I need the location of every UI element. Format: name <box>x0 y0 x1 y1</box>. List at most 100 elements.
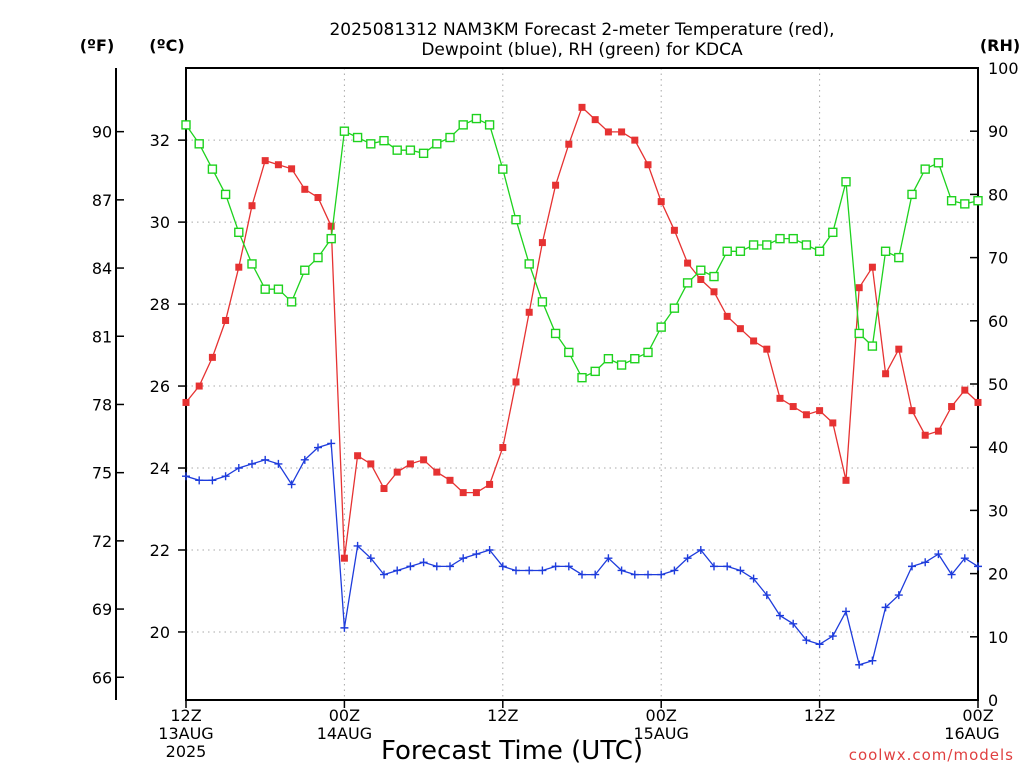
rh-tick-label: 30 <box>988 501 1008 520</box>
dewpoint-point <box>868 656 877 665</box>
grid-lines <box>186 68 978 700</box>
rh-point <box>300 265 310 275</box>
rh-point <box>432 139 442 149</box>
fahrenheit-tick-label: 84 <box>92 259 112 278</box>
temperature-point <box>565 140 573 148</box>
rh-point <box>352 132 363 143</box>
temperature-point <box>934 427 942 435</box>
rh-point <box>418 148 429 159</box>
rh-point <box>616 360 627 370</box>
temperature-point <box>723 312 731 320</box>
dewpoint-point <box>300 455 309 464</box>
celsius-tick-label: 24 <box>150 459 170 478</box>
temperature-point <box>631 136 639 144</box>
rh-point <box>286 297 297 307</box>
dewpoint-point <box>591 570 600 579</box>
time-tick-label: 00Z <box>646 706 677 725</box>
dewpoint-point <box>261 455 270 464</box>
dewpoint-point <box>380 570 388 579</box>
dewpoint-point <box>921 558 930 567</box>
rh-tick-label: 0 <box>988 691 998 710</box>
temperature-point <box>235 263 243 271</box>
dewpoint-point <box>248 459 256 468</box>
dewpoint-point <box>340 623 349 632</box>
rh-point <box>339 126 350 136</box>
dewpoint-point <box>195 476 204 485</box>
rh-point <box>709 271 719 282</box>
temperature-point <box>406 460 414 468</box>
dewpoint-point <box>762 591 771 600</box>
dewpoint-point <box>208 476 217 485</box>
rh-tick-label: 80 <box>988 185 1008 204</box>
rh-tick-label: 20 <box>988 565 1008 584</box>
dewpoint-series <box>182 439 982 669</box>
temperature-point <box>684 259 692 267</box>
rh-point <box>735 246 746 256</box>
rh-point <box>814 246 825 256</box>
rh-point <box>445 132 455 143</box>
dewpoint-point <box>327 439 336 448</box>
dewpoint-point <box>472 550 481 559</box>
temperature-point <box>802 411 810 419</box>
temperature-point <box>446 476 454 484</box>
time-tick-label: 14AUG <box>317 724 372 743</box>
temperature-point <box>710 288 718 296</box>
fahrenheit-tick-label: 72 <box>92 532 112 551</box>
temperature-point <box>314 194 322 202</box>
temperature-series <box>182 103 982 562</box>
dewpoint-point <box>446 562 454 571</box>
dewpoint-point <box>657 570 666 579</box>
rh-point <box>775 233 785 244</box>
dewpoint-point <box>960 554 969 563</box>
temperature-point <box>354 452 362 460</box>
temperature-point <box>829 419 837 427</box>
rh-point <box>590 366 600 377</box>
rh-point <box>471 113 482 124</box>
rh-point <box>946 196 957 206</box>
dewpoint-point <box>947 570 956 579</box>
dewpoint-point <box>934 550 943 559</box>
rh-tick-label: 50 <box>988 375 1008 394</box>
temperature-point <box>670 226 678 234</box>
rh-tick-label: 90 <box>988 122 1008 141</box>
chart-title-line-2: Dewpoint (blue), RH (green) for KDCA <box>421 40 743 60</box>
temperature-point <box>578 103 586 111</box>
rh-point <box>682 278 693 288</box>
celsius-tick-label: 28 <box>150 295 170 314</box>
dewpoint-point <box>353 541 362 550</box>
temperature-point <box>618 128 626 136</box>
dewpoint-point <box>274 459 283 468</box>
fahrenheit-tick-label: 69 <box>92 600 112 619</box>
credit-text: coolwx.com/models <box>849 746 1014 764</box>
temperature-point <box>948 403 956 411</box>
temperature-point <box>393 468 401 476</box>
temperature-point <box>842 476 850 484</box>
rh-point <box>194 139 204 149</box>
temperature-point <box>327 222 335 230</box>
rh-line <box>185 117 979 379</box>
rh-point <box>643 347 653 358</box>
rh-tick-label: 100 <box>988 59 1019 78</box>
time-tick-label: 15AUG <box>633 724 688 743</box>
dewpoint-point <box>749 574 758 583</box>
dewpoint-point <box>696 545 705 554</box>
dewpoint-point <box>881 603 890 612</box>
rh-axis: 0 10 20 30 40 50 60 70 80 90 100 <box>970 59 1019 710</box>
dewpoint-point <box>525 566 534 575</box>
temperature-point <box>921 431 929 439</box>
rh-point <box>379 135 389 146</box>
rh-tick-label: 60 <box>988 312 1008 331</box>
rh-point <box>630 354 640 364</box>
rh-point <box>577 372 587 383</box>
dewpoint-point <box>815 640 824 649</box>
temperature-point <box>644 161 652 169</box>
dewpoint-point <box>894 591 903 600</box>
rh-point <box>854 328 864 339</box>
dewpoint-point <box>670 566 679 575</box>
dewpoint-point <box>683 554 692 563</box>
rh-point <box>181 120 191 130</box>
rh-point <box>564 347 574 358</box>
dewpoint-point <box>776 611 784 620</box>
rh-point <box>484 120 495 130</box>
